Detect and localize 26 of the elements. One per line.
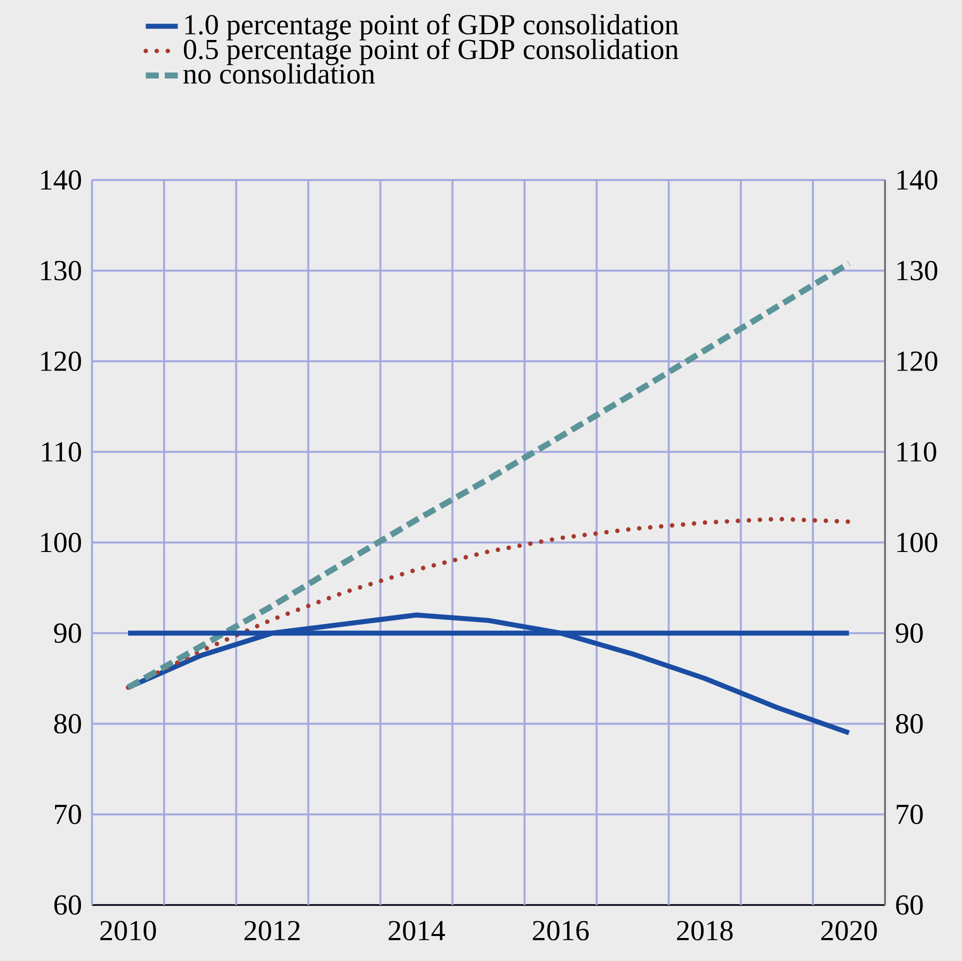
y-tick-label: 140	[41, 170, 82, 190]
y2-tick-label: 60	[896, 895, 923, 915]
legend-label: no consolidation	[183, 63, 375, 84]
x-tick-label: 2016	[532, 920, 589, 940]
y-tick-label: 70	[55, 804, 82, 824]
y-tick-label: 120	[41, 351, 82, 372]
y-tick-label: 100	[41, 532, 82, 552]
x-tick-label: 2018	[677, 920, 733, 940]
line-series	[126, 516, 852, 690]
y-tick-label: 80	[54, 714, 82, 734]
y2-tick-label: 130	[897, 260, 938, 280]
y2-tick-label: 140	[897, 170, 938, 190]
y-tick-label: 130	[41, 260, 82, 280]
y2-tick-label: 120	[897, 351, 938, 372]
x-tick-label: 2020	[821, 920, 877, 940]
y2-tick-label: 110	[897, 442, 936, 462]
x-tick-label: 2010	[100, 920, 156, 940]
y-tick-label: 110	[42, 442, 82, 462]
y2-tick-label: 80	[896, 714, 923, 734]
y2-tick-label: 90	[896, 623, 923, 643]
y-tick-label: 90	[54, 623, 82, 643]
y-tick-label: 60	[54, 895, 82, 915]
x-tick-label: 2014	[388, 920, 445, 940]
y2-tick-label: 100	[897, 532, 938, 552]
x-tick-label: 2012	[244, 920, 300, 940]
y2-tick-label: 70	[896, 804, 923, 824]
